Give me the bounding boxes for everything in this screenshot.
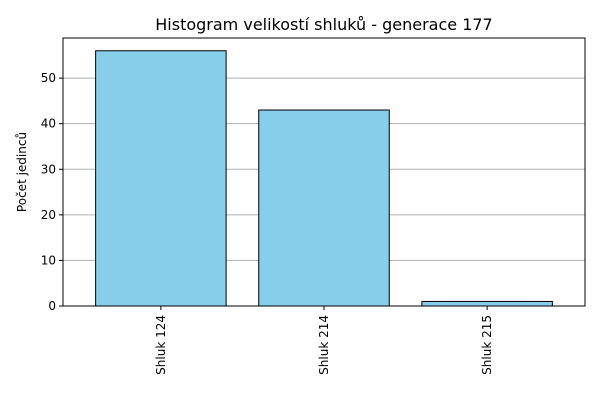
x-tick-label: Shluk 214 [317,315,331,375]
y-tick-label: 40 [41,117,56,131]
y-tick-label: 50 [41,71,56,85]
bar-shluk-214 [258,109,390,307]
chart-title: Histogram velikostí shluků - generace 17… [155,15,492,34]
y-tick-label: 30 [41,162,56,176]
x-tick-label: Shluk 124 [154,315,168,375]
bars [95,50,553,307]
bar-shluk-215 [421,300,553,307]
y-axis-label: Počet jedinců [15,132,29,212]
y-tick-label: 20 [41,208,56,222]
x-axis: Shluk 124 Shluk 214 Shluk 215 [154,306,494,375]
y-axis: 0 10 20 30 40 50 [41,71,63,313]
y-tick-label: 0 [48,299,56,313]
bar-shluk-124 [95,50,227,307]
y-tick-label: 10 [41,253,56,267]
x-tick-label: Shluk 215 [480,315,494,375]
